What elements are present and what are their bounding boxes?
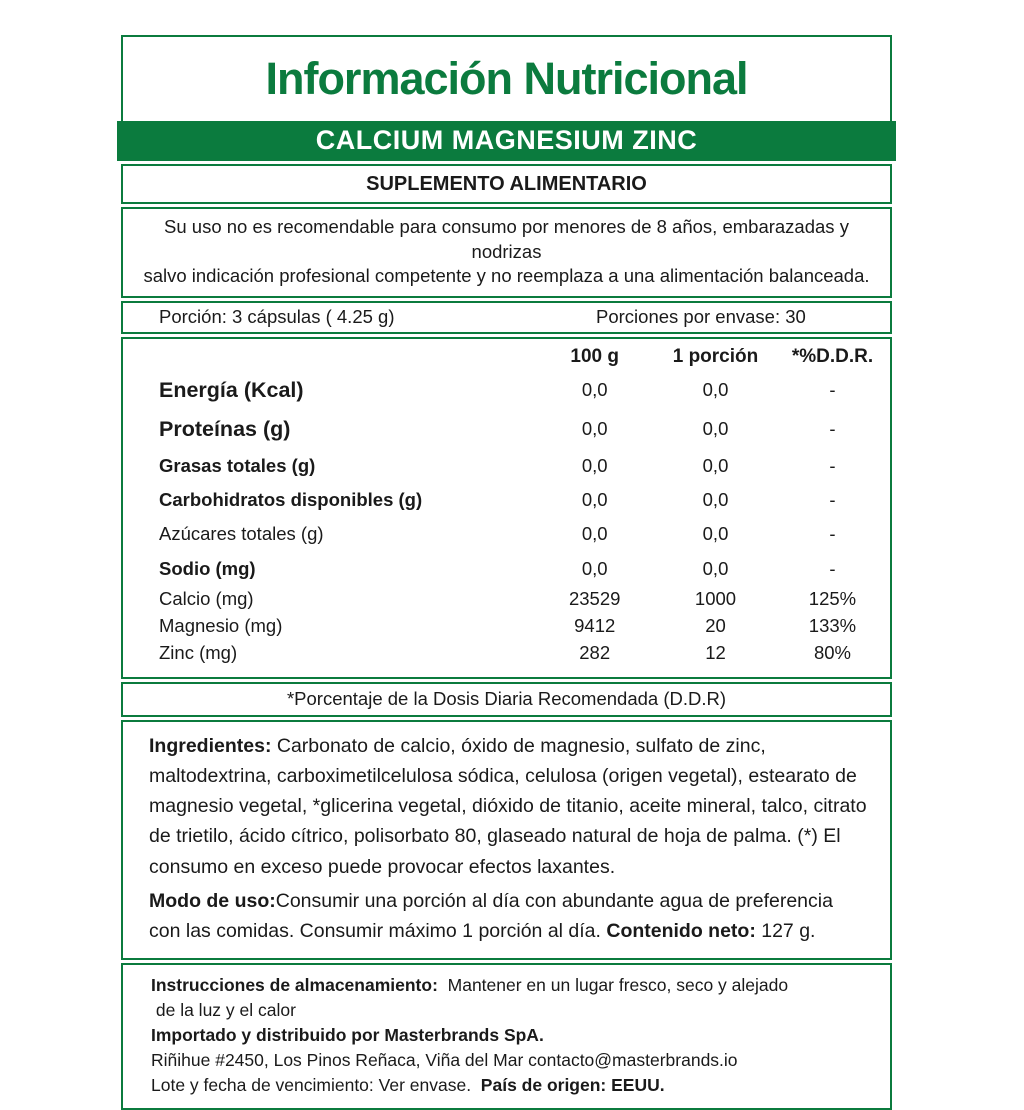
table-row-proteinas: Proteínas (g) 0,0 0,0 - xyxy=(123,410,890,449)
nutrient-name: Calcio (mg) xyxy=(159,588,254,610)
page-title: Información Nutricional xyxy=(265,53,748,104)
value-portion: 20 xyxy=(705,615,726,637)
usage-label: Modo de uso: xyxy=(149,889,276,912)
col-header-portion: 1 porción xyxy=(672,345,759,367)
title-box: Información Nutricional xyxy=(121,35,892,121)
table-row-grasas: Grasas totales (g) 0,0 0,0 - xyxy=(123,449,890,483)
value-100g: 0,0 xyxy=(581,488,608,510)
value-100g: 282 xyxy=(579,642,611,664)
table-row-azucares: Azúcares totales (g) 0,0 0,0 - xyxy=(123,517,890,552)
col-header-ddr: *%D.D.R. xyxy=(791,345,874,367)
value-portion: 0,0 xyxy=(702,523,729,545)
value-ddr: - xyxy=(829,379,836,401)
nutrition-table: 100 g 1 porción *%D.D.R. Energía (Kcal) … xyxy=(121,336,892,679)
value-portion: 12 xyxy=(705,642,726,664)
table-row-sodio: Sodio (mg) 0,0 0,0 - xyxy=(123,552,890,586)
warning-line-1: Su uso no es recomendable para consumo p… xyxy=(164,216,849,262)
nutrient-name: Zinc (mg) xyxy=(159,642,238,664)
net-content-value: 127 g. xyxy=(755,920,816,943)
value-portion: 0,0 xyxy=(702,379,729,401)
ingredients-label: Ingredientes: xyxy=(149,734,272,757)
value-ddr: - xyxy=(829,418,836,440)
nutrient-name: Sodio (mg) xyxy=(159,557,256,579)
value-portion: 0,0 xyxy=(702,454,729,476)
value-ddr: 125% xyxy=(808,588,857,610)
value-ddr: - xyxy=(829,523,836,545)
value-100g: 0,0 xyxy=(581,379,608,401)
warning-line-2: salvo indicación profesional competente … xyxy=(143,265,870,287)
nutrient-name: Carbohidratos disponibles (g) xyxy=(159,488,423,510)
value-ddr: 133% xyxy=(808,615,857,637)
nutrient-name: Grasas totales (g) xyxy=(159,454,316,476)
footnote-text: *Porcentaje de la Dosis Diaria Recomenda… xyxy=(286,687,727,709)
value-100g: 9412 xyxy=(574,615,616,637)
portion-size: Porción: 3 cápsulas ( 4.25 g) xyxy=(159,305,395,327)
lot-origin-line: Lote y fecha de vencimiento: Ver envase.… xyxy=(151,1074,665,1095)
table-row-carbohidratos: Carbohidratos disponibles (g) 0,0 0,0 - xyxy=(123,483,890,517)
value-100g: 0,0 xyxy=(581,454,608,476)
value-100g: 0,0 xyxy=(581,418,608,440)
table-row-calcio: Calcio (mg) 23529 1000 125% xyxy=(123,586,890,613)
value-100g: 0,0 xyxy=(581,557,608,579)
value-100g: 23529 xyxy=(568,588,621,610)
nutrient-name: Azúcares totales (g) xyxy=(159,523,324,545)
supplement-subtitle: SUPLEMENTO ALIMENTARIO xyxy=(366,173,647,195)
value-ddr: - xyxy=(829,557,836,579)
importer-line: Importado y distribuido por Masterbrands… xyxy=(151,1025,544,1045)
ingredients-paragraph: Ingredientes: Carbonato de calcio, óxido… xyxy=(149,731,868,882)
product-name-band: CALCIUM MAGNESIUM ZINC xyxy=(117,121,896,161)
value-100g: 0,0 xyxy=(581,523,608,545)
nutrient-name: Energía (Kcal) xyxy=(159,377,304,402)
storage-line-1: Instrucciones de almacenamiento: Mantene… xyxy=(151,975,789,996)
value-ddr: - xyxy=(829,454,836,476)
nutrient-name: Magnesio (mg) xyxy=(159,615,283,637)
storage-line-2: de la luz y el calor xyxy=(151,1000,296,1021)
table-row-energia: Energía (Kcal) 0,0 0,0 - xyxy=(123,371,890,410)
value-ddr: 80% xyxy=(813,642,851,664)
storage-label: Instrucciones de almacenamiento: xyxy=(151,975,438,996)
address-line: Riñihue #2450, Los Pinos Reñaca, Viña de… xyxy=(151,1049,738,1070)
value-portion: 0,0 xyxy=(702,488,729,510)
nutrient-name: Proteínas (g) xyxy=(159,416,291,441)
servings-per-container: Porciones por envase: 30 xyxy=(596,305,806,327)
serving-info-row: Porción: 3 cápsulas ( 4.25 g) Porciones … xyxy=(121,300,892,334)
ingredients-text: Carbonato de calcio, óxido de magnesio, … xyxy=(149,734,867,878)
ddr-footnote: *Porcentaje de la Dosis Diaria Recomenda… xyxy=(121,681,892,717)
ingredients-usage-box: Ingredientes: Carbonato de calcio, óxido… xyxy=(121,719,892,961)
table-header-row: 100 g 1 porción *%D.D.R. xyxy=(123,343,890,371)
usage-paragraph: Modo de uso:Consumir una porción al día … xyxy=(149,886,868,946)
value-portion: 0,0 xyxy=(702,418,729,440)
value-ddr: - xyxy=(829,488,836,510)
table-row-magnesio: Magnesio (mg) 9412 20 133% xyxy=(123,613,890,640)
net-content-label: Contenido neto: xyxy=(606,920,756,943)
nutrition-label: Información Nutricional CALCIUM MAGNESIU… xyxy=(117,35,896,1110)
usage-text: Consumir una porción al día con abundant… xyxy=(149,889,833,943)
value-portion: 1000 xyxy=(694,588,737,610)
value-portion: 0,0 xyxy=(702,557,729,579)
col-header-100g: 100 g xyxy=(570,345,619,367)
storage-box: Instrucciones de almacenamiento: Mantene… xyxy=(121,963,892,1110)
country-of-origin: País de origen: EEUU. xyxy=(480,1074,665,1095)
table-row-zinc: Zinc (mg) 282 12 80% xyxy=(123,640,890,667)
subtitle-box: SUPLEMENTO ALIMENTARIO xyxy=(121,164,892,204)
warning-box: Su uso no es recomendable para consumo p… xyxy=(121,207,892,298)
